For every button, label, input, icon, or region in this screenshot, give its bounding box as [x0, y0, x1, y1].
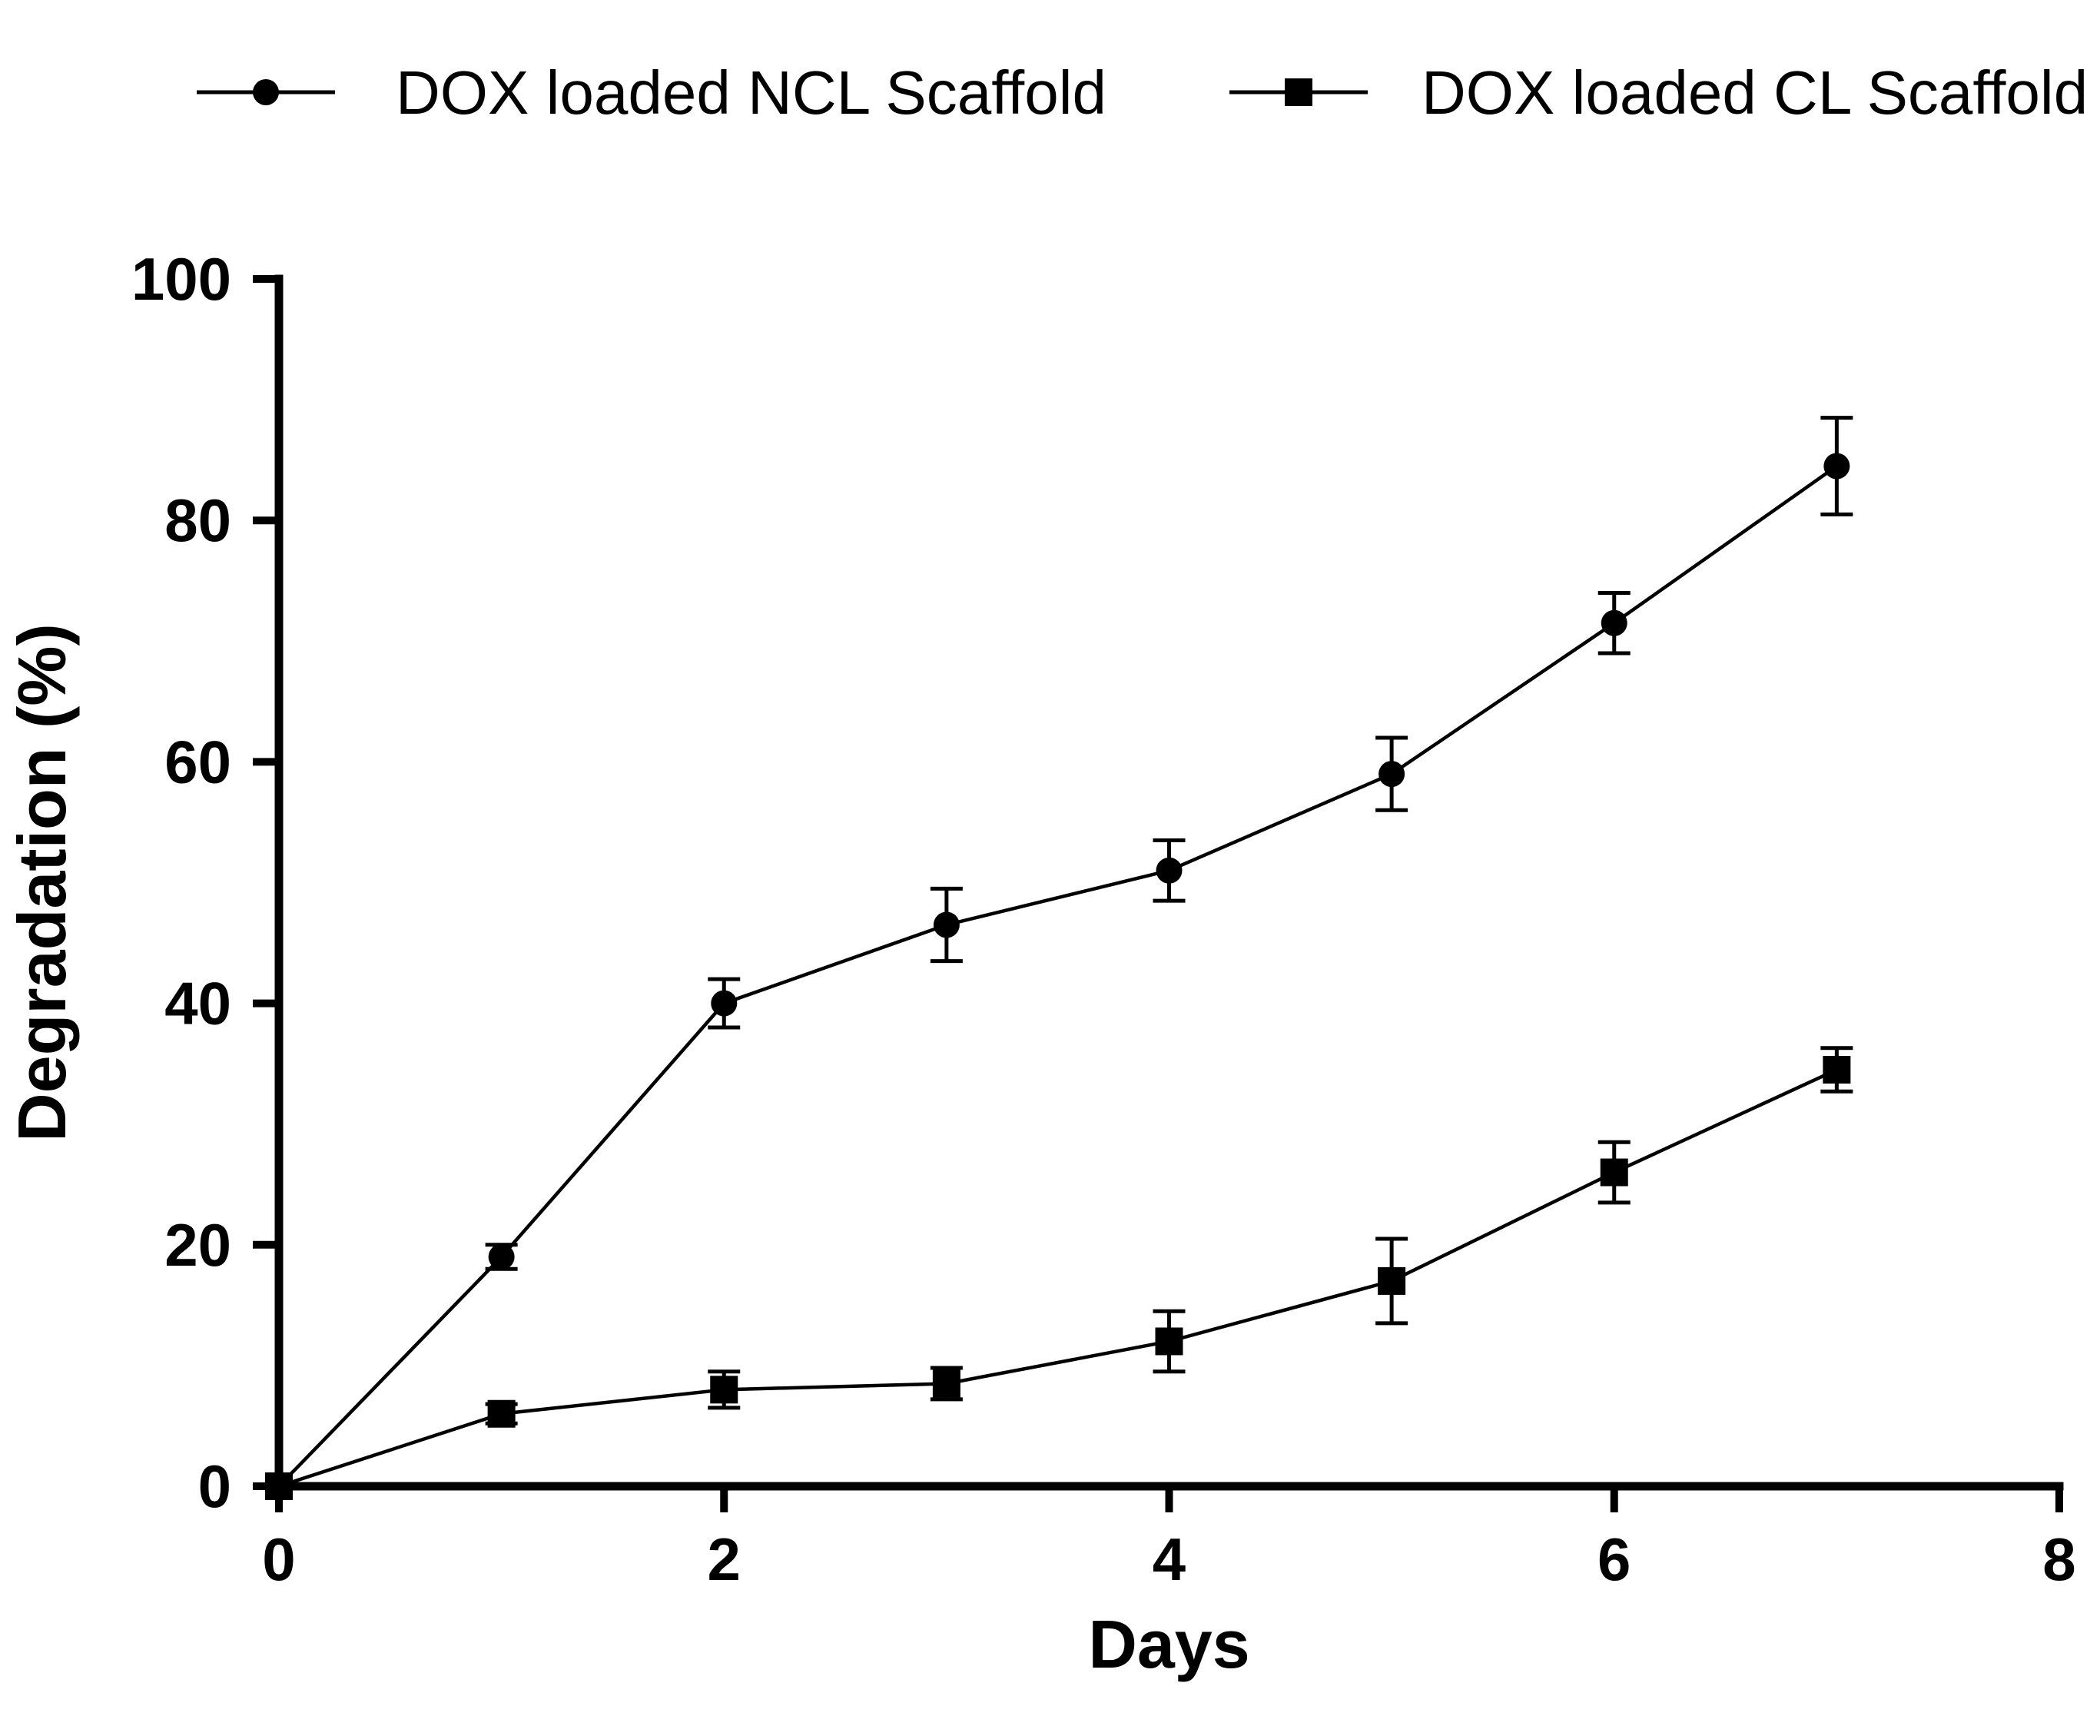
circle-marker-icon — [1601, 609, 1627, 636]
legend-item-label: DOX loaded NCL Scaffold — [396, 58, 1106, 127]
circle-marker-icon — [933, 911, 960, 938]
x-tick-label: 0 — [262, 1525, 295, 1593]
y-tick-label: 100 — [131, 245, 231, 313]
legend-item: DOX loaded CL Scaffold — [1229, 58, 2088, 127]
square-marker-icon — [265, 1472, 293, 1500]
y-tick-label: 0 — [198, 1452, 231, 1520]
square-marker-icon — [1378, 1266, 1406, 1295]
x-axis-title: Days — [1088, 1606, 1249, 1682]
circle-marker-icon — [1823, 453, 1850, 480]
circle-marker-icon — [488, 1243, 515, 1270]
legend: DOX loaded NCL Scaffold DOX loaded CL Sca… — [197, 58, 2088, 127]
y-tick-label: 80 — [164, 486, 231, 554]
series-line — [277, 464, 1838, 1488]
legend-item: DOX loaded NCL Scaffold — [197, 58, 1106, 127]
square-marker-icon — [710, 1376, 738, 1404]
series-line — [278, 1067, 1838, 1489]
x-tick-label: 6 — [1597, 1525, 1631, 1593]
x-tick-label: 2 — [708, 1525, 741, 1593]
square-marker-icon — [1600, 1158, 1628, 1187]
y-axis-title: Degradation (%) — [4, 623, 80, 1142]
y-tick-label: 60 — [164, 728, 231, 795]
y-tick-label: 40 — [164, 970, 231, 1037]
series-square — [265, 1046, 1853, 1500]
series-circle — [266, 416, 1853, 1499]
x-tick-label: 8 — [2042, 1525, 2075, 1593]
square-marker-icon — [1823, 1056, 1851, 1084]
y-tick-label: 20 — [164, 1211, 231, 1279]
circle-marker-icon — [1156, 857, 1183, 884]
circle-marker-icon — [711, 990, 738, 1017]
x-tick-label: 4 — [1153, 1525, 1186, 1593]
square-marker-icon — [932, 1369, 960, 1398]
circle-marker-icon — [253, 79, 279, 105]
square-marker-icon — [1155, 1327, 1183, 1356]
square-marker-icon — [1285, 78, 1312, 106]
square-marker-icon — [487, 1399, 516, 1428]
circle-marker-icon — [1378, 761, 1405, 788]
legend-item-label: DOX loaded CL Scaffold — [1422, 58, 2088, 127]
